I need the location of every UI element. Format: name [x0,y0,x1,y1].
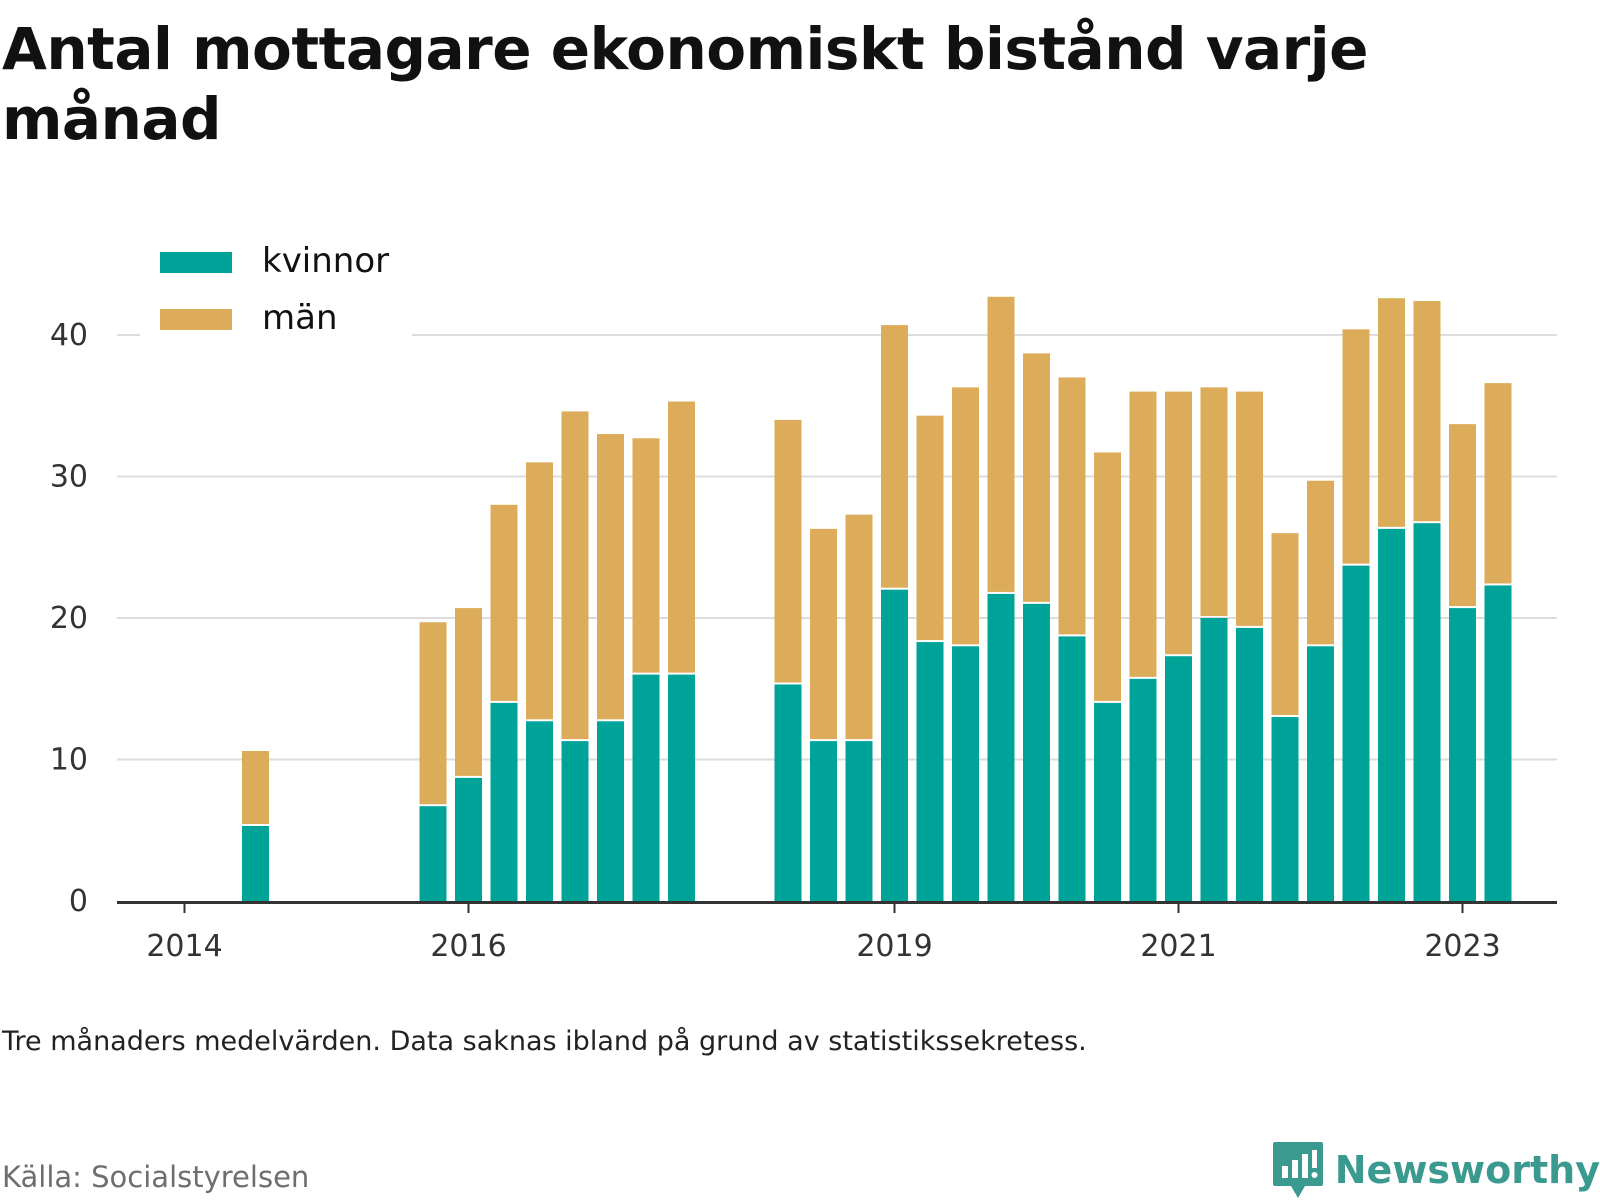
y-tick-label: 10 [50,743,88,778]
stacked-bar-chart: 0 10 20 30 40 kvinnor män 2014 2016 2019 2021 202… [49,238,1557,964]
legend: kvinnor män [140,238,412,346]
bar-man [987,296,1015,592]
legend-swatch [160,252,232,273]
x-tick-label: 2021 [1140,929,1216,964]
bar-kvinnor [1094,702,1121,901]
bar-man [668,401,695,673]
bar-kvinnor [597,721,624,901]
bar-kvinnor [774,684,802,901]
bar-man [1484,383,1512,584]
brand-logo[interactable]: Newsworthy [1271,1140,1600,1200]
legend-swatch [160,309,232,330]
bar-man [1271,533,1299,716]
source-credit: Källa: Socialstyrelsen [2,1160,310,1194]
bar-kvinnor [845,741,873,901]
x-tick-label: 2023 [1424,929,1500,964]
bar-man [952,387,979,645]
y-tick-label: 20 [50,601,88,636]
bar-man [810,528,837,740]
bar-kvinnor [881,589,908,901]
bar-man [1413,301,1441,522]
bar-kvinnor [668,674,695,901]
bar-kvinnor [1200,618,1228,901]
bar-kvinnor [1342,565,1370,901]
bar-kvinnor [526,721,553,901]
bar-kvinnor [810,741,837,901]
x-tick-label: 2019 [856,929,932,964]
bar-man [1449,424,1476,607]
bars [242,296,1512,901]
bar-kvinnor [952,646,979,901]
bar-man [597,434,624,720]
bar-kvinnor [490,702,518,901]
bar-kvinnor [419,806,447,901]
newsworthy-chart-logo-icon [1272,1142,1323,1198]
bar-kvinnor [1165,656,1192,901]
bar-man [1342,329,1370,564]
bar-man [881,325,908,588]
bar-man [1094,452,1121,701]
bar-man [561,411,589,740]
bar-kvinnor [1307,646,1334,901]
y-axis-tick-labels: 0 10 20 30 40 [50,318,88,919]
bar-kvinnor [1449,608,1476,901]
legend-label: kvinnor [262,241,389,281]
bar-man [1058,377,1086,635]
bar-kvinnor [1236,627,1263,901]
bar-kvinnor [1129,678,1157,901]
bar-kvinnor [242,826,269,901]
bar-kvinnor [1023,603,1050,901]
bar-man [1023,353,1050,602]
bar-man [632,438,660,673]
bar-man [1307,480,1334,645]
bar-kvinnor [1413,523,1441,901]
brand-name: Newsworthy [1334,1148,1600,1192]
y-tick-label: 0 [69,884,88,919]
bar-man [1236,391,1263,626]
bar-kvinnor [455,777,482,901]
bar-man [455,608,482,776]
y-tick-label: 30 [50,460,88,495]
x-tick-label: 2016 [430,929,506,964]
bar-man [1165,391,1192,655]
bar-kvinnor [632,674,660,901]
x-axis-ticks: 2014 2016 2019 2021 2023 [146,903,1501,964]
bar-kvinnor [1378,528,1405,901]
bar-kvinnor [987,593,1015,901]
bar-kvinnor [561,741,589,901]
y-tick-label: 40 [50,318,88,353]
x-tick-label: 2014 [146,929,222,964]
bar-man [526,462,553,720]
bar-man [845,514,873,740]
chart-note: Tre månaders medelvärden. Data saknas ib… [2,1026,1087,1057]
bar-man [242,751,269,825]
chart-title: Antal mottagare ekonomiskt bistånd varje… [2,15,1369,153]
bar-kvinnor [916,642,944,901]
bar-man [774,419,802,683]
bar-man [490,504,518,701]
bar-man [916,415,944,641]
bar-kvinnor [1058,636,1086,901]
bar-man [1129,391,1157,677]
bar-kvinnor [1484,585,1512,901]
bar-man [1200,387,1228,616]
bar-kvinnor [1271,717,1299,901]
bar-man [1378,298,1405,527]
legend-label: män [262,298,338,338]
bar-man [419,622,447,805]
